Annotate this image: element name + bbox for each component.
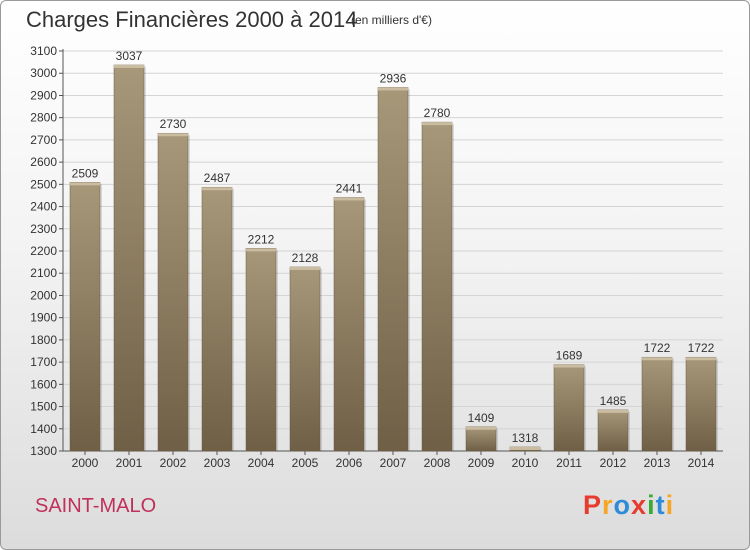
- y-tick-label: 2000: [30, 288, 57, 302]
- bar-top-highlight: [642, 357, 672, 361]
- y-tick-label: 2900: [30, 88, 57, 102]
- bar-top-highlight: [422, 122, 452, 126]
- data-label-2001: 3037: [116, 49, 143, 63]
- x-tick-label-2014: 2014: [688, 456, 715, 470]
- y-tick-label: 1800: [30, 333, 57, 347]
- bar-2009: [465, 426, 497, 452]
- bar-top-highlight: [686, 357, 716, 361]
- bar-2012: [597, 409, 629, 452]
- logo-letter: i: [647, 490, 656, 520]
- y-tick-label: 3100: [30, 44, 57, 58]
- bar-2004: [245, 248, 277, 452]
- data-label-2003: 2487: [204, 171, 231, 185]
- y-tick-label: 2700: [30, 133, 57, 147]
- data-label-2006: 2441: [336, 181, 363, 195]
- y-tick-label: 2800: [30, 111, 57, 125]
- proxiti-logo: Proxiti: [583, 490, 674, 521]
- x-tick-label-2003: 2003: [204, 456, 231, 470]
- logo-letter: i: [665, 490, 675, 520]
- bar-top-highlight: [378, 87, 408, 91]
- x-tick-label-2012: 2012: [600, 456, 627, 470]
- bar-2013: [641, 356, 673, 452]
- bar-2007: [377, 87, 409, 452]
- data-label-2008: 2780: [424, 106, 451, 120]
- y-tick-label: 1400: [30, 422, 57, 436]
- logo-letter: P: [583, 490, 603, 520]
- x-tick-label-2006: 2006: [336, 456, 363, 470]
- data-label-2011: 1689: [556, 349, 583, 363]
- chart-subtitle: (en milliers d'€): [351, 13, 432, 27]
- y-tick-label: 2500: [30, 177, 57, 191]
- y-tick-label: 2200: [30, 244, 57, 258]
- logo-letter: r: [602, 490, 614, 520]
- data-label-2005: 2128: [292, 251, 319, 265]
- bar-top-highlight: [510, 447, 540, 450]
- x-tick-label-2000: 2000: [72, 456, 99, 470]
- y-tick-label: 2600: [30, 155, 57, 169]
- data-label-2007: 2936: [380, 71, 407, 85]
- bar-2002: [157, 132, 189, 452]
- data-label-2002: 2730: [160, 117, 187, 131]
- bar-top-highlight: [554, 364, 584, 368]
- data-label-2013: 1722: [644, 341, 671, 355]
- x-tick-label-2013: 2013: [644, 456, 671, 470]
- y-tick-label: 1300: [30, 444, 57, 458]
- y-tick-label: 3000: [30, 66, 57, 80]
- bar-top-highlight: [202, 187, 232, 191]
- bar-top-highlight: [158, 133, 188, 137]
- bar-2005: [289, 266, 321, 452]
- chart-title: Charges Financières 2000 à 2014: [26, 7, 358, 32]
- bar-top-highlight: [246, 248, 276, 252]
- x-tick-label-2009: 2009: [468, 456, 495, 470]
- x-tick-label-2001: 2001: [116, 456, 143, 470]
- logo-letter: x: [631, 490, 648, 520]
- data-label-2010: 1318: [512, 431, 539, 445]
- data-label-2009: 1409: [468, 411, 495, 425]
- bar-top-highlight: [70, 182, 100, 186]
- bar-2000: [69, 182, 101, 452]
- bars: [69, 64, 718, 452]
- x-tick-labels: 2000 2001 2002 2003 2004 2005 2006 2007 2008 2009…: [72, 456, 715, 470]
- x-tick-label-2005: 2005: [292, 456, 319, 470]
- bar-2006: [333, 197, 365, 452]
- data-label-2012: 1485: [600, 394, 627, 408]
- data-label-2004: 2212: [248, 232, 275, 246]
- logo-letter: o: [613, 490, 632, 520]
- y-tick-label: 1700: [30, 355, 57, 369]
- bar-top-highlight: [290, 267, 320, 270]
- y-tick-label: 2300: [30, 222, 57, 236]
- x-tick-label-2002: 2002: [160, 456, 187, 470]
- data-label-2000: 2509: [72, 166, 99, 180]
- bar-top-highlight: [598, 409, 628, 413]
- y-tick-labels: 1300 1400 1500 1600 1700 1800 1900 2000 2100 2200…: [30, 44, 57, 458]
- bar-2014: [685, 356, 717, 452]
- bar-top-highlight: [114, 65, 144, 68]
- y-tick-label: 1500: [30, 400, 57, 414]
- y-tick-label: 2400: [30, 200, 57, 214]
- x-tick-label-2008: 2008: [424, 456, 451, 470]
- data-labels: 2509 3037 2730 2487 2212 2128 2441 2936 2780 1409…: [72, 49, 715, 445]
- bar-top-highlight: [334, 197, 364, 201]
- x-tick-label-2011: 2011: [556, 456, 582, 470]
- x-tick-label-2004: 2004: [248, 456, 275, 470]
- city-name: SAINT-MALO: [35, 495, 157, 517]
- logo-letter: t: [655, 490, 666, 520]
- bar-2003: [201, 186, 233, 452]
- y-tick-label: 2100: [30, 266, 57, 280]
- data-label-2014: 1722: [688, 341, 715, 355]
- y-tick-label: 1600: [30, 377, 57, 391]
- x-tick-label-2007: 2007: [380, 456, 407, 470]
- bar-2008: [421, 121, 453, 452]
- bar-2001: [113, 64, 145, 452]
- bar-2011: [553, 364, 585, 452]
- x-tick-label-2010: 2010: [512, 456, 539, 470]
- bar-top-highlight: [466, 426, 496, 430]
- y-tick-label: 1900: [30, 311, 57, 325]
